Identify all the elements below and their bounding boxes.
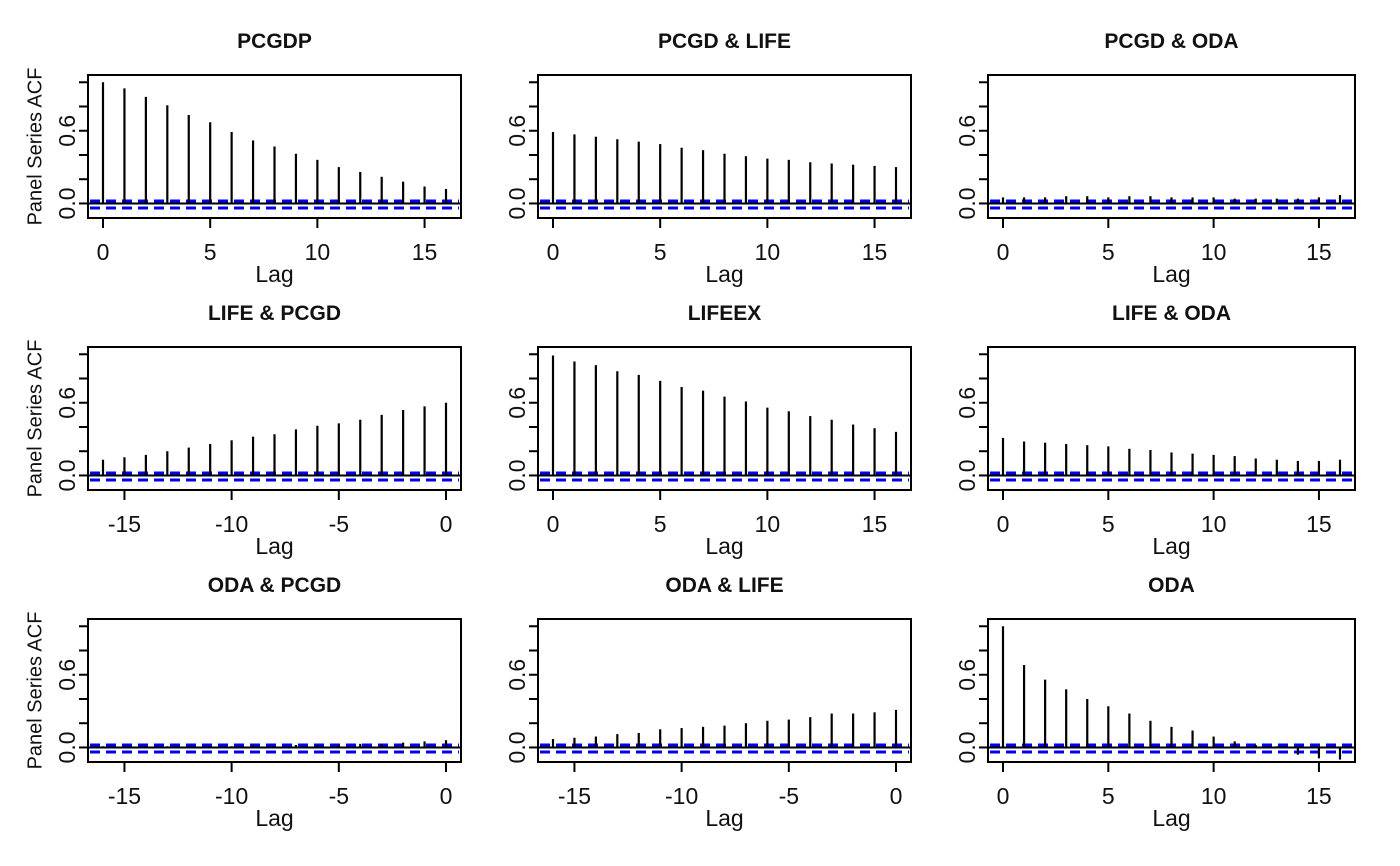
- panel-title: PCGD & ODA: [1104, 30, 1238, 53]
- x-tick-label: -10: [665, 783, 698, 809]
- y-axis-label: Panel Series ACF: [24, 612, 46, 770]
- x-axis-label: Lag: [255, 533, 293, 559]
- x-axis-label: Lag: [1152, 261, 1190, 287]
- y-tick-label: 0.6: [54, 659, 80, 691]
- x-tick-label: -10: [215, 783, 248, 809]
- y-tick-label: 0.6: [954, 387, 980, 419]
- x-tick-label: 5: [204, 239, 217, 265]
- x-tick-label: 0: [890, 783, 903, 809]
- x-tick-label: 5: [654, 511, 667, 537]
- x-tick-label: 0: [440, 511, 453, 537]
- y-tick-label: 0.0: [54, 731, 80, 763]
- x-tick-label: 0: [547, 239, 560, 265]
- y-tick-label: 0.0: [954, 731, 980, 763]
- x-tick-label: 5: [1102, 511, 1115, 537]
- x-tick-label: 0: [97, 239, 110, 265]
- panel-title: PCGDP: [237, 30, 312, 53]
- y-tick-label: 0.0: [954, 187, 980, 219]
- x-tick-label: -5: [329, 511, 349, 537]
- x-tick-label: -15: [558, 783, 591, 809]
- x-tick-label: 15: [1306, 239, 1332, 265]
- plot-box: [987, 74, 1356, 219]
- y-tick-label: 0.0: [954, 459, 980, 491]
- panel-title: PCGD & LIFE: [658, 30, 791, 53]
- x-tick-label: -5: [329, 783, 349, 809]
- y-tick-label: 0.0: [54, 187, 80, 219]
- x-tick-label: 10: [1201, 239, 1227, 265]
- x-tick-label: 0: [440, 783, 453, 809]
- plot-box: [537, 74, 912, 219]
- x-tick-label: 0: [997, 511, 1010, 537]
- y-tick-label: 0.6: [54, 387, 80, 419]
- x-tick-label: 5: [1102, 783, 1115, 809]
- x-tick-label: -15: [108, 783, 141, 809]
- y-tick-label: 0.6: [504, 115, 530, 147]
- x-tick-label: 10: [755, 239, 781, 265]
- plot-box: [987, 618, 1356, 763]
- y-tick-label: 0.6: [954, 659, 980, 691]
- x-tick-label: 5: [1102, 239, 1115, 265]
- y-tick-label: 0.6: [954, 115, 980, 147]
- x-tick-label: 0: [547, 511, 560, 537]
- x-axis-label: Lag: [255, 261, 293, 287]
- x-tick-label: -5: [779, 783, 799, 809]
- y-tick-label: 0.0: [54, 459, 80, 491]
- x-tick-label: -10: [215, 511, 248, 537]
- panel-title: ODA & PCGD: [208, 574, 341, 597]
- x-tick-label: 10: [305, 239, 331, 265]
- y-tick-label: 0.6: [54, 115, 80, 147]
- plot-box: [87, 618, 462, 763]
- plot-box: [87, 346, 462, 491]
- x-tick-label: 5: [654, 239, 667, 265]
- x-tick-label: 15: [1306, 783, 1332, 809]
- y-tick-label: 0.6: [504, 659, 530, 691]
- panel-title: ODA: [1148, 574, 1195, 597]
- y-tick-label: 0.0: [504, 187, 530, 219]
- x-tick-label: 0: [997, 239, 1010, 265]
- x-tick-label: 10: [1201, 783, 1227, 809]
- x-tick-label: 15: [862, 239, 888, 265]
- y-tick-label: 0.0: [504, 459, 530, 491]
- panel-title: ODA & LIFE: [665, 574, 783, 597]
- plot-box: [87, 74, 462, 219]
- x-tick-label: 10: [755, 511, 781, 537]
- plot-box: [987, 346, 1356, 491]
- x-axis-label: Lag: [705, 533, 743, 559]
- y-axis-label: Panel Series ACF: [24, 68, 46, 226]
- x-axis-label: Lag: [1152, 805, 1190, 831]
- x-tick-label: 15: [862, 511, 888, 537]
- panel-title: LIFE & ODA: [1112, 302, 1231, 325]
- plot-box: [537, 618, 912, 763]
- x-axis-label: Lag: [705, 261, 743, 287]
- y-axis-label: Panel Series ACF: [24, 340, 46, 498]
- x-axis-label: Lag: [705, 805, 743, 831]
- plot-box: [537, 346, 912, 491]
- y-tick-label: 0.0: [504, 731, 530, 763]
- x-tick-label: -15: [108, 511, 141, 537]
- x-axis-label: Lag: [1152, 533, 1190, 559]
- x-tick-label: 10: [1201, 511, 1227, 537]
- x-axis-label: Lag: [255, 805, 293, 831]
- y-tick-label: 0.6: [504, 387, 530, 419]
- x-tick-label: 15: [1306, 511, 1332, 537]
- panel-title: LIFE & PCGD: [208, 302, 341, 325]
- x-tick-label: 0: [997, 783, 1010, 809]
- x-tick-label: 15: [412, 239, 438, 265]
- panel-title: LIFEEX: [688, 302, 762, 325]
